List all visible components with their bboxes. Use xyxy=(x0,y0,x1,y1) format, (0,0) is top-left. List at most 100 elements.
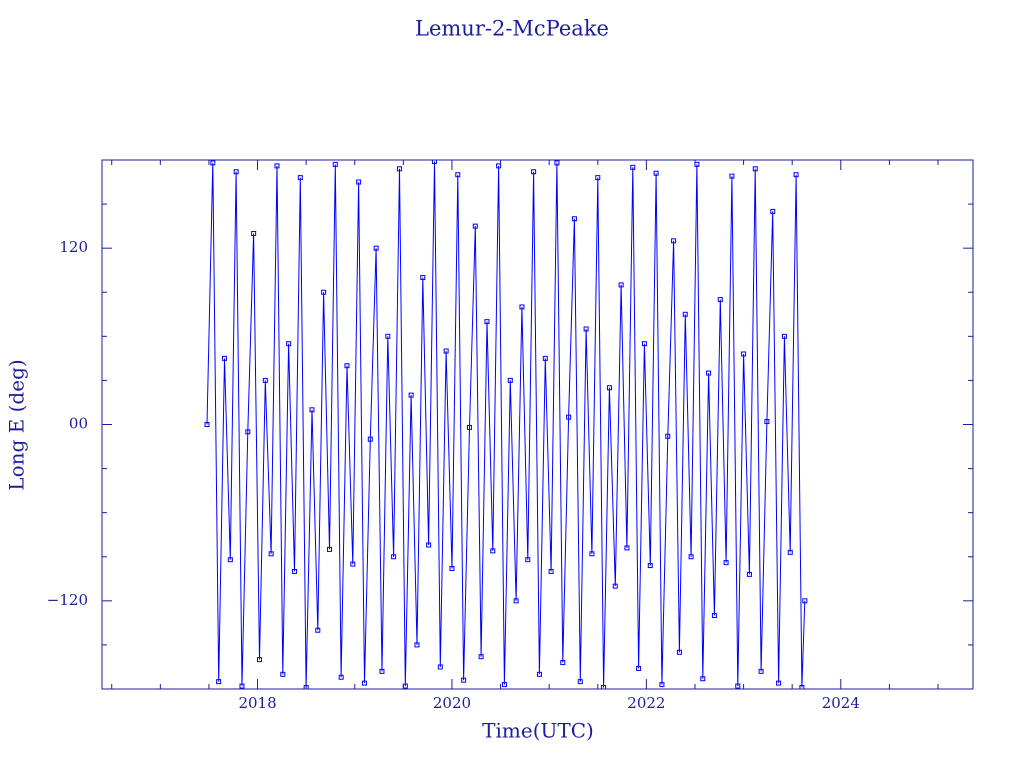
data-point xyxy=(624,545,630,551)
data-point xyxy=(367,436,373,442)
data-point xyxy=(414,642,420,648)
data-point xyxy=(781,333,787,339)
data-point xyxy=(431,160,437,164)
data-point xyxy=(315,627,321,633)
data-point xyxy=(391,554,397,560)
data-point xyxy=(802,598,808,604)
data-point xyxy=(256,657,262,663)
data-point xyxy=(268,551,274,557)
chart-title: Lemur-2-McPeake xyxy=(415,17,609,41)
x-tick-label: 2024 xyxy=(822,694,860,712)
data-point xyxy=(455,172,461,178)
data-point xyxy=(612,583,618,589)
data-point xyxy=(280,671,286,677)
data-point xyxy=(221,355,227,361)
plot-area xyxy=(204,160,808,689)
data-point xyxy=(251,230,257,236)
data-point xyxy=(752,166,758,172)
data-point xyxy=(239,683,245,689)
data-point xyxy=(408,392,414,398)
data-point xyxy=(554,160,560,166)
data-point xyxy=(321,289,327,295)
data-point xyxy=(507,377,513,383)
data-point xyxy=(758,668,764,674)
data-point xyxy=(426,542,432,548)
data-point xyxy=(396,166,402,172)
data-point xyxy=(245,429,251,435)
data-point xyxy=(787,549,793,555)
data-point xyxy=(478,654,484,660)
data-point xyxy=(659,682,665,688)
data-point xyxy=(210,160,216,166)
data-point xyxy=(286,341,292,347)
data-point xyxy=(653,170,659,176)
data-point xyxy=(799,685,805,689)
data-point xyxy=(233,169,239,175)
data-point xyxy=(344,363,350,369)
data-point xyxy=(764,419,770,425)
y-tick-label: −120 xyxy=(47,591,88,609)
data-point xyxy=(309,407,315,413)
data-point xyxy=(735,683,741,689)
data-point xyxy=(618,282,624,288)
data-point xyxy=(548,568,554,574)
y-tick-label: 120 xyxy=(59,238,88,256)
data-point xyxy=(706,370,712,376)
data-point xyxy=(501,682,507,688)
data-point xyxy=(671,238,677,244)
data-point xyxy=(688,554,694,560)
data-point xyxy=(641,341,647,347)
data-point xyxy=(577,679,583,685)
data-point xyxy=(216,679,222,685)
data-point xyxy=(542,355,548,361)
data-point xyxy=(472,223,478,229)
data-point xyxy=(770,208,776,214)
data-point xyxy=(531,169,537,175)
data-point xyxy=(676,649,682,655)
data-point xyxy=(361,680,367,686)
data-point xyxy=(793,172,799,178)
x-tick-label: 2018 xyxy=(238,694,276,712)
data-point xyxy=(519,304,525,310)
data-point xyxy=(490,548,496,554)
data-point xyxy=(665,433,671,439)
data-point xyxy=(601,685,607,689)
x-tick-label: 2020 xyxy=(433,694,471,712)
data-point xyxy=(566,414,572,420)
data-point xyxy=(583,326,589,332)
data-point xyxy=(636,665,642,671)
data-point xyxy=(513,598,519,604)
data-point xyxy=(525,557,531,563)
data-point xyxy=(484,319,490,325)
data-point xyxy=(711,613,717,619)
data-point xyxy=(717,297,723,303)
data-point xyxy=(274,163,280,169)
data-point xyxy=(204,422,210,427)
data-point xyxy=(449,566,455,572)
data-point xyxy=(496,163,502,169)
data-point xyxy=(560,660,566,666)
data-point xyxy=(291,568,297,574)
data-point xyxy=(630,164,636,170)
y-axis-label: Long E (deg) xyxy=(5,359,29,490)
data-point xyxy=(723,560,729,566)
data-point xyxy=(606,385,612,391)
data-point xyxy=(682,311,688,317)
y-tick-label: 00 xyxy=(69,415,88,433)
data-point xyxy=(443,348,449,354)
data-point xyxy=(776,680,782,686)
x-tick-label: 2022 xyxy=(627,694,665,712)
data-point xyxy=(595,175,601,181)
data-point xyxy=(262,377,268,383)
data-point xyxy=(326,546,332,552)
data-point xyxy=(571,216,577,222)
data-point xyxy=(437,664,443,670)
data-point xyxy=(332,161,338,167)
data-point xyxy=(379,668,385,674)
data-point xyxy=(420,275,426,281)
data-point xyxy=(746,571,752,577)
data-point xyxy=(350,561,356,567)
data-line xyxy=(206,161,806,688)
